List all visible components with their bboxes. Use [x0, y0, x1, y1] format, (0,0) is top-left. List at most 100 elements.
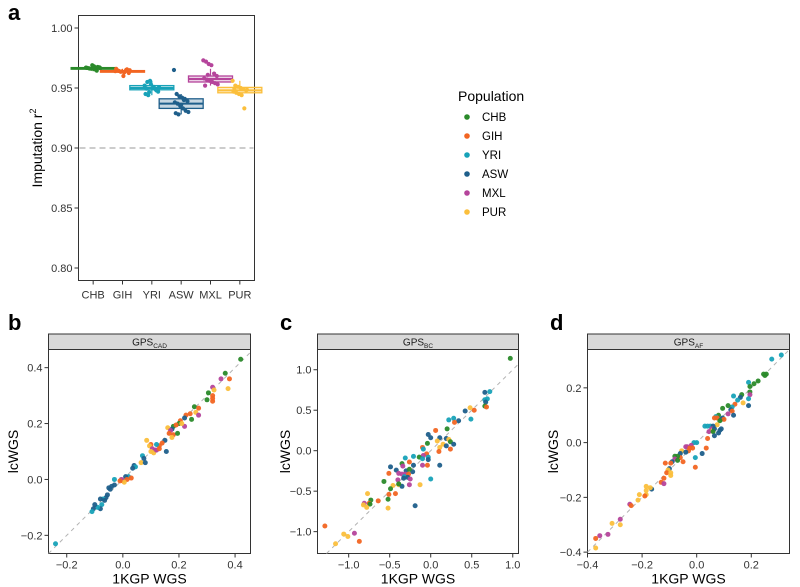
panel-d-scatter: d GPSAF −0.4 −0.2 0.0 0.2 −0.4 −0.2 0.0 0.2 1KGP W… — [545, 310, 790, 587]
point-chb — [205, 390, 211, 396]
data-point — [175, 101, 180, 106]
data-point — [242, 106, 247, 111]
y-tick-label: −0.2 — [560, 492, 582, 504]
point-chb — [175, 430, 181, 436]
point-chb — [751, 381, 757, 387]
point-yri — [692, 455, 698, 461]
point-chb — [725, 403, 731, 409]
panel-a-y-axis: 0.80 0.85 0.90 0.95 1.00 — [51, 23, 79, 275]
point-yri — [402, 455, 408, 461]
point-asw — [437, 462, 443, 468]
point-pur — [417, 482, 423, 488]
point-asw — [683, 449, 689, 455]
legend-label: PUR — [482, 207, 506, 219]
point-pur — [345, 534, 351, 539]
plot-frame — [48, 349, 251, 554]
x-tick-label: 0.5 — [464, 560, 479, 572]
point-asw — [451, 441, 457, 447]
point-gih — [424, 462, 430, 468]
point-gih — [471, 407, 477, 413]
y-axis-title-text: Imputation r — [29, 113, 45, 187]
legend-key-dot — [464, 190, 470, 196]
y-tick-label: −0.4 — [560, 547, 582, 559]
point-pur — [437, 444, 443, 450]
y-tick-label: 1.00 — [51, 23, 72, 35]
point-asw — [711, 433, 717, 439]
data-point — [90, 63, 95, 68]
x-tick-label-gih: GIH — [113, 290, 133, 302]
point-pur — [609, 520, 615, 526]
point-asw — [163, 449, 169, 454]
y-tick-label: 0.95 — [51, 83, 72, 95]
x-tick-label-yri: YRI — [143, 290, 161, 302]
y-tick-label: 0.4 — [27, 363, 42, 375]
point-chb — [762, 373, 768, 379]
point-gih — [406, 459, 412, 465]
box-gih — [99, 66, 146, 79]
point-yri — [451, 415, 457, 421]
point-yri — [769, 356, 775, 362]
facet-strip-title: GPSAF — [674, 338, 703, 351]
point-gih — [196, 405, 202, 411]
strip-title-subscript: AF — [695, 343, 703, 350]
x-tick-label-pur: PUR — [228, 290, 251, 302]
y-tick-label: 0.90 — [51, 143, 72, 155]
point-chb — [238, 356, 244, 362]
point-chb — [507, 355, 513, 361]
y-tick-label: −1.0 — [290, 527, 312, 539]
point-pur — [211, 387, 217, 393]
y-tick-label: 0.2 — [566, 383, 581, 395]
point-asw — [731, 412, 737, 418]
point-gih — [173, 422, 179, 428]
point-asw — [699, 451, 705, 457]
x-tick-label: −0.5 — [379, 560, 401, 572]
point-pur — [364, 504, 370, 510]
point-chb — [755, 378, 761, 384]
y-tick-label: 0.0 — [296, 446, 311, 458]
point-gih — [375, 498, 381, 504]
point-gih — [433, 427, 439, 433]
y-tick-label: 0.5 — [296, 405, 311, 417]
y-axis-title: lcWGS — [545, 430, 561, 474]
point-yri — [778, 352, 784, 358]
point-asw — [92, 502, 98, 508]
boxplots — [70, 58, 263, 117]
data-point — [87, 66, 92, 71]
point-asw — [482, 389, 488, 395]
legend-entry-mxl: MXL — [464, 188, 506, 200]
point-mxl — [218, 376, 224, 382]
point-chb — [381, 478, 387, 484]
plot-frame — [317, 349, 519, 554]
data-point — [179, 102, 184, 107]
panel-c-scatter: c GPSBC −1.0 −0.5 0.0 0.5 1.0 −1.0 −0.5 0.0 0.5 1.0… — [277, 310, 520, 587]
point-pur — [121, 479, 127, 485]
point-gih — [703, 445, 709, 451]
point-gih — [628, 503, 634, 509]
data-point — [127, 68, 132, 73]
point-mxl — [683, 444, 689, 450]
point-pur — [467, 405, 473, 411]
data-point — [212, 71, 217, 76]
point-asw — [107, 486, 113, 492]
x-tick-label: −0.2 — [631, 560, 653, 572]
data-point — [181, 97, 186, 103]
facet-strip-title: GPSCAD — [132, 338, 167, 351]
point-mxl — [420, 462, 426, 468]
x-tick-label-mxl: MXL — [199, 290, 222, 302]
legend-label: MXL — [482, 188, 506, 200]
point-chb — [204, 397, 210, 403]
y-tick-label: 0.80 — [51, 263, 72, 275]
point-asw — [412, 503, 418, 509]
data-point — [92, 67, 98, 72]
strip-title-main: GPS — [132, 338, 153, 349]
panel-b-scatter: b GPSCAD −0.2 0.0 0.2 0.4 −0.2 0.0 0.2 0.4 1KGP WG… — [5, 310, 251, 587]
data-point — [203, 59, 209, 64]
point-yri — [99, 502, 105, 508]
legend-entry-yri: YRI — [464, 150, 501, 162]
point-yri — [731, 393, 737, 399]
point-mxl — [597, 533, 603, 539]
legend-items: CHB GIH YRI ASW MXL PUR — [464, 112, 508, 219]
point-yri — [746, 379, 752, 385]
point-gih — [356, 538, 362, 544]
x-tick-label-chb: CHB — [82, 290, 105, 302]
